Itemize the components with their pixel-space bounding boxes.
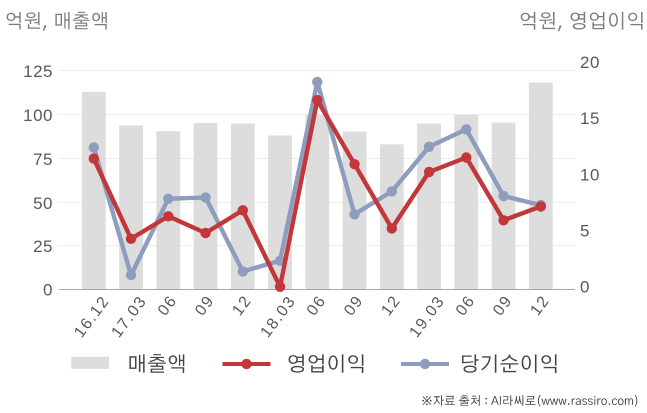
svg-text:50: 50	[33, 194, 53, 213]
svg-text:125: 125	[23, 62, 53, 81]
svg-text:20: 20	[580, 53, 600, 72]
svg-text:100: 100	[23, 106, 53, 125]
svg-text:10: 10	[580, 165, 600, 184]
svg-text:0: 0	[43, 281, 53, 300]
svg-text:15: 15	[580, 109, 600, 128]
svg-text:25: 25	[33, 237, 53, 256]
svg-text:0: 0	[580, 278, 590, 297]
svg-text:75: 75	[33, 150, 53, 169]
svg-text:5: 5	[580, 221, 590, 240]
